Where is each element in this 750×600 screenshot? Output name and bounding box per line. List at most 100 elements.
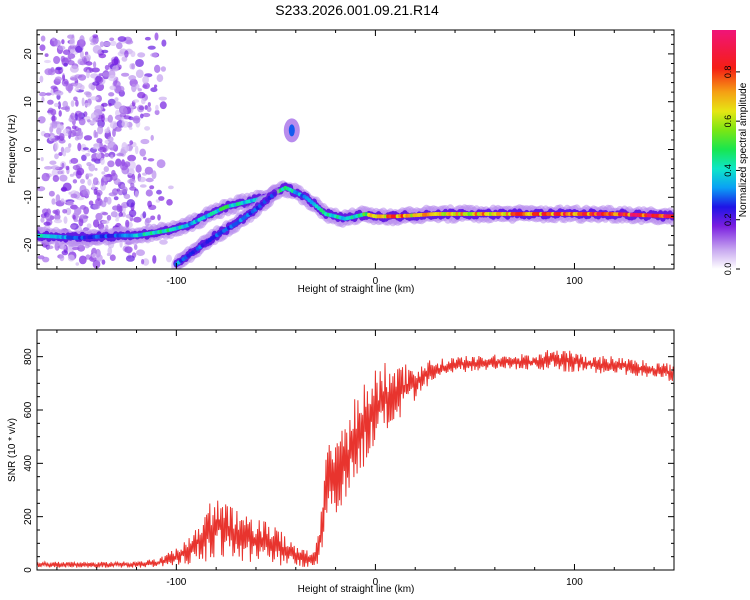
heatmap-speckle xyxy=(115,218,119,222)
heatmap-speckle xyxy=(70,157,79,164)
heatmap-speckle xyxy=(58,45,66,51)
heatmap-speckle xyxy=(99,41,104,48)
heatmap-speckle xyxy=(54,142,59,151)
heatmap-y-ticks: -20 -10 0 10 20 xyxy=(23,34,674,265)
heatmap-speckle xyxy=(96,152,102,159)
heatmap-speckle xyxy=(54,153,59,160)
heatmap-speckle xyxy=(108,102,112,107)
heatmap-speckle xyxy=(160,66,166,72)
heatmap-speckle xyxy=(48,190,55,197)
heatmap-speckle xyxy=(51,168,59,178)
heatmap-speckle xyxy=(102,41,112,47)
heatmap-speckle xyxy=(80,178,85,184)
heatmap-speckle xyxy=(139,184,147,188)
heatmap-speckle xyxy=(101,212,109,216)
heatmap-y-tick-label: 10 xyxy=(23,96,34,108)
heatmap-speckle xyxy=(140,113,144,119)
heatmap-y-axis-label: Frequency (Hz) xyxy=(7,115,18,184)
heatmap-speckle xyxy=(91,253,97,259)
heatmap-speckle xyxy=(100,157,105,165)
heatmap-speckle xyxy=(59,133,65,141)
snr-y-tick-label: 800 xyxy=(23,348,34,365)
heatmap-speckle xyxy=(92,34,99,38)
heatmap-speckle xyxy=(59,174,68,182)
heatmap-speckle xyxy=(107,114,114,123)
heatmap-speckle xyxy=(144,36,151,41)
heatmap-speckle xyxy=(150,215,156,221)
heatmap-speckle xyxy=(56,123,64,131)
heatmap-speckle xyxy=(108,75,117,82)
heatmap-speckle xyxy=(109,254,116,261)
heatmap-speckle xyxy=(125,39,134,45)
heatmap-speckle xyxy=(117,36,127,42)
snr-x-tick-label: 100 xyxy=(566,577,583,588)
heatmap-speckle xyxy=(78,255,87,265)
heatmap-speckle xyxy=(86,223,92,229)
heatmap-speckle xyxy=(128,209,137,218)
heatmap-speckle xyxy=(94,167,98,171)
heatmap-speckle xyxy=(138,105,144,111)
heatmap-speckle xyxy=(144,126,151,131)
colorbar-tick-label: 0.8 xyxy=(723,66,733,79)
heatmap-speckle xyxy=(142,112,151,118)
heatmap-speckle xyxy=(75,262,80,266)
heatmap-speckle xyxy=(127,154,136,162)
heatmap-speckle xyxy=(87,179,92,186)
heatmap-speckle xyxy=(73,96,78,102)
heatmap-speckle xyxy=(133,244,138,251)
heatmap-speckle xyxy=(142,258,150,266)
heatmap-speckle xyxy=(93,188,98,195)
heatmap-speckle xyxy=(158,196,165,201)
heatmap-speckle xyxy=(85,61,93,66)
heatmap-speckle xyxy=(121,120,129,128)
heatmap-speckle xyxy=(140,138,150,145)
snr-y-ticks: 0 200 400 600 800 xyxy=(23,329,674,573)
heatmap-speckle xyxy=(133,216,142,223)
heatmap-speckle xyxy=(84,152,91,157)
heatmap-speckle xyxy=(143,156,147,161)
heatmap-speckle xyxy=(113,56,119,66)
heatmap-speckle xyxy=(51,138,59,142)
heatmap-speckle xyxy=(150,134,154,141)
heatmap-speckle xyxy=(55,194,61,203)
heatmap-speckle xyxy=(159,239,168,245)
heatmap-speckle xyxy=(63,81,69,85)
heatmap-speckle xyxy=(128,75,137,81)
heatmap-speckle xyxy=(43,132,51,138)
heatmap-speckle xyxy=(101,49,109,54)
heatmap-speckle xyxy=(81,154,87,161)
heatmap-speckle xyxy=(70,100,75,107)
heatmap-speckle xyxy=(125,255,135,262)
heatmap-speckle xyxy=(60,55,66,63)
heatmap-speckle xyxy=(124,50,129,58)
heatmap-speckle xyxy=(86,173,94,177)
colorbar: 0.0 0.2 0.4 0.6 0.8 Normalized spectral ampl… xyxy=(712,30,749,275)
heatmap-speckle xyxy=(110,211,118,218)
heatmap-core xyxy=(272,191,277,196)
figure-title: S233.2026.001.09.21.R14 xyxy=(275,2,439,18)
heatmap-speckle xyxy=(86,119,91,123)
heatmap-speckle xyxy=(117,205,124,212)
heatmap-speckle xyxy=(58,152,63,156)
heatmap-speckle xyxy=(69,38,75,45)
heatmap-speckle xyxy=(141,97,146,105)
heatmap-speckle xyxy=(121,186,128,193)
heatmap-speckle xyxy=(121,72,130,77)
heatmap-speckle xyxy=(67,34,75,39)
heatmap-speckle xyxy=(61,250,69,256)
heatmap-speckle xyxy=(65,165,70,171)
heatmap-speckle xyxy=(40,217,45,223)
heatmap-speckle xyxy=(149,185,155,190)
colorbar-scale xyxy=(712,30,736,269)
heatmap-speckle xyxy=(60,198,65,203)
snr-x-tick-label: -100 xyxy=(166,577,186,588)
heatmap-speckle xyxy=(72,164,81,171)
heatmap-speckle xyxy=(145,177,154,183)
heatmap-speckle xyxy=(55,66,63,71)
heatmap-speckle xyxy=(39,44,46,51)
heatmap-speckle xyxy=(144,166,154,175)
heatmap-blob xyxy=(288,124,295,137)
heatmap-speckle xyxy=(131,63,136,70)
heatmap-speckle xyxy=(53,218,63,224)
heatmap-speckle xyxy=(45,92,52,96)
